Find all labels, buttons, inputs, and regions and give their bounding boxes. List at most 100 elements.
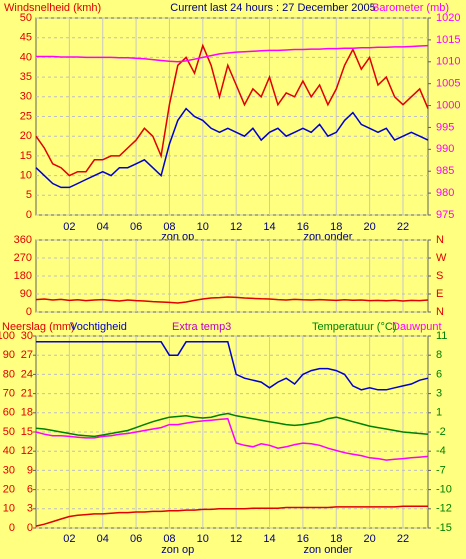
- series-line: [35, 505, 428, 527]
- y-tick-label: 45: [20, 32, 32, 44]
- y-tick-label: 90: [20, 288, 32, 300]
- y-tick-label: 40: [20, 51, 32, 63]
- y3-tick-label: 15: [21, 426, 33, 438]
- y2-tick-label: -2: [436, 426, 446, 438]
- y2-tick-label: 990: [436, 143, 454, 155]
- y2-tick-label: 975: [436, 209, 454, 221]
- x-tick-label: 18: [330, 221, 342, 233]
- series-line: [36, 44, 429, 63]
- y-tick-label: 35: [20, 71, 32, 83]
- y-tick-label: 100: [0, 330, 15, 342]
- x-tick-label: 20: [363, 221, 375, 233]
- y-tick-label: 30: [20, 91, 32, 103]
- series-label: Neerslag (mm): [2, 321, 75, 333]
- x-tick-label: 04: [97, 533, 109, 545]
- sun-annotation: zon onder: [303, 544, 352, 556]
- y3-tick-label: 3: [27, 503, 33, 515]
- series-label: Barometer (mb): [372, 2, 449, 14]
- x-tick-label: 06: [130, 533, 142, 545]
- y-tick-label: 0: [9, 522, 15, 534]
- series-label: Temperatuur (°C): [312, 321, 396, 333]
- y3-tick-label: 0: [27, 522, 33, 534]
- x-tick-label: 14: [263, 533, 275, 545]
- y-tick-label: 40: [3, 445, 15, 457]
- y2-tick-label: 3: [436, 388, 442, 400]
- y2-tick-label: 1005: [436, 78, 460, 90]
- y-tick-label: 90: [3, 349, 15, 361]
- y2-tick-label: 1: [436, 407, 442, 419]
- y2-tick-label: W: [436, 252, 447, 264]
- y-tick-label: 50: [3, 426, 15, 438]
- x-tick-label: 14: [263, 221, 275, 233]
- y-tick-label: 10: [20, 170, 32, 182]
- x-tick-label: 08: [163, 533, 175, 545]
- y-tick-label: 25: [20, 110, 32, 122]
- y2-tick-label: N: [436, 234, 444, 246]
- x-tick-label: 10: [197, 221, 209, 233]
- sun-annotation: zon op: [161, 544, 194, 556]
- y2-tick-label: 1020: [436, 12, 460, 24]
- y2-tick-label: 995: [436, 121, 454, 133]
- y2-tick-label: N: [436, 306, 444, 318]
- x-tick-label: 12: [230, 221, 242, 233]
- y-tick-label: 10: [3, 503, 15, 515]
- y3-tick-label: 18: [21, 407, 33, 419]
- series-line: [35, 107, 429, 189]
- y-tick-label: 80: [3, 368, 15, 380]
- y-tick-label: 5: [26, 189, 32, 201]
- y-tick-label: 270: [14, 252, 32, 264]
- y3-tick-label: 30: [21, 330, 33, 342]
- x-tick-label: 22: [397, 533, 409, 545]
- x-tick-label: 02: [63, 533, 75, 545]
- y3-tick-label: 27: [21, 349, 33, 361]
- y2-tick-label: 980: [436, 187, 454, 199]
- y2-tick-label: 6: [436, 368, 442, 380]
- y3-tick-label: 12: [21, 445, 33, 457]
- y-tick-label: 360: [14, 234, 32, 246]
- y-tick-label: 15: [20, 150, 32, 162]
- y3-tick-label: 21: [21, 388, 33, 400]
- series-label: Vochtigheid: [70, 321, 127, 333]
- y-tick-label: 50: [20, 12, 32, 24]
- y2-tick-label: -7: [436, 464, 446, 476]
- y-axis-label: Windsnelheid (kmh): [4, 2, 101, 14]
- series-line: [35, 417, 429, 461]
- y2-tick-label: 1010: [436, 56, 460, 68]
- y2-tick-label: 8: [436, 349, 442, 361]
- y3-tick-label: 9: [27, 464, 33, 476]
- x-tick-label: 08: [163, 221, 175, 233]
- extra-label: Extra temp3: [172, 321, 231, 333]
- x-tick-label: 02: [63, 221, 75, 233]
- chart-title: Current last 24 hours : 27 December 2005: [170, 2, 375, 14]
- y-tick-label: 60: [3, 407, 15, 419]
- y2-tick-label: 985: [436, 165, 454, 177]
- series-line: [35, 43, 429, 177]
- series-line: [36, 341, 429, 391]
- y-tick-label: 30: [3, 464, 15, 476]
- x-tick-label: 10: [197, 533, 209, 545]
- y2-tick-label: S: [436, 270, 443, 282]
- y-tick-label: 0: [26, 209, 32, 221]
- y3-tick-label: 24: [21, 368, 33, 380]
- x-tick-label: 18: [330, 533, 342, 545]
- y-tick-label: 0: [26, 306, 32, 318]
- x-tick-label: 06: [130, 221, 142, 233]
- y2-tick-label: -12: [436, 503, 452, 515]
- y-tick-label: 20: [20, 130, 32, 142]
- y2-tick-label: -15: [436, 522, 452, 534]
- series-line: [35, 412, 429, 438]
- y-tick-label: 20: [3, 484, 15, 496]
- y-tick-label: 180: [14, 270, 32, 282]
- y2-tick-label: 11: [436, 330, 447, 342]
- y3-tick-label: 6: [27, 484, 33, 496]
- y2-tick-label: E: [436, 288, 443, 300]
- series-label: Dauwpunt: [392, 321, 442, 333]
- x-tick-label: 04: [97, 221, 109, 233]
- y-tick-label: 70: [3, 388, 15, 400]
- y2-tick-label: -4: [436, 445, 446, 457]
- x-tick-label: 16: [297, 533, 309, 545]
- x-tick-label: 16: [297, 221, 309, 233]
- y2-tick-label: -10: [436, 484, 452, 496]
- series-line: [35, 296, 429, 304]
